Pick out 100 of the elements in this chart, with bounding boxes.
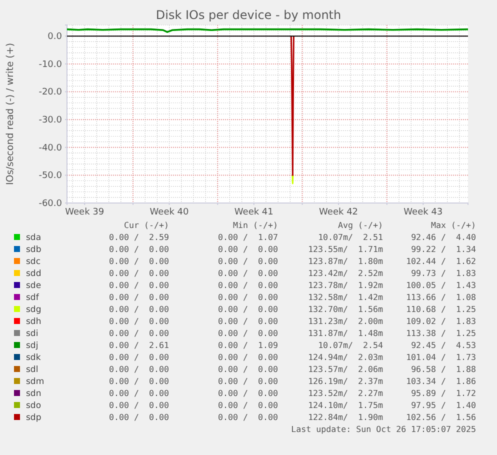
- text: 100.05 / 1.43: [406, 280, 476, 290]
- text: 96.58 / 1.88: [411, 364, 476, 374]
- legend-label: sdh: [26, 317, 42, 327]
- legend-label: sdj: [26, 341, 38, 351]
- text: Min (-/+): [233, 220, 278, 230]
- text: 131.87m/ 1.48m: [308, 328, 383, 338]
- legend-label: sdm: [26, 377, 44, 387]
- text: 0.00 / 2.61: [109, 340, 169, 350]
- text: 0.00 / 0.00: [109, 256, 169, 266]
- x-tick-label: Week 39: [65, 207, 104, 218]
- text: 92.45 / 4.53: [411, 340, 476, 350]
- y-tick-label: -40.0: [38, 143, 62, 154]
- text: 102.44 / 1.62: [406, 256, 476, 266]
- text: 92.46 / 4.40: [411, 232, 476, 242]
- text: 0.00 / 0.00: [218, 316, 278, 326]
- text: 0.00 / 0.00: [218, 376, 278, 386]
- text: 0.00 / 0.00: [109, 292, 169, 302]
- text: 0.00 / 0.00: [109, 268, 169, 278]
- legend-label: sdb: [26, 245, 42, 255]
- y-tick-label: -50.0: [38, 171, 62, 182]
- text: 123.55m/ 1.71m: [308, 244, 383, 254]
- legend-label: sdo: [26, 401, 42, 411]
- text: 0.00 / 0.00: [218, 268, 278, 278]
- text: 10.07m/ 2.54: [318, 340, 384, 350]
- legend-label: sdc: [26, 257, 41, 267]
- text: Max (-/+): [431, 220, 476, 230]
- x-tick-label: Week 40: [150, 207, 190, 218]
- legend-label: sdg: [26, 305, 42, 315]
- legend-label: sdk: [26, 353, 41, 363]
- text: 123.52m/ 2.27m: [308, 388, 383, 398]
- legend-label: sdi: [26, 329, 38, 339]
- text: 0.00 / 0.00: [109, 328, 169, 338]
- text: 0.00 / 0.00: [109, 352, 169, 362]
- text: 123.42m/ 2.52m: [308, 268, 383, 278]
- text: 95.89 / 1.72: [411, 388, 476, 398]
- text: 122.84m/ 1.90m: [308, 412, 383, 422]
- text: 0.00 / 0.00: [218, 304, 278, 314]
- text: 0.00 / 0.00: [218, 352, 278, 362]
- text: 132.58m/ 1.42m: [308, 292, 383, 302]
- text: 113.66 / 1.08: [406, 292, 476, 302]
- y-tick-label: -30.0: [38, 115, 62, 126]
- text: 97.95 / 1.40: [411, 400, 476, 410]
- text: 0.00 / 0.00: [109, 244, 169, 254]
- y-axis-title: IOs/second read (-) / write (+): [5, 42, 16, 186]
- text: 131.23m/ 2.00m: [308, 316, 383, 326]
- text: Cur (-/+): [124, 220, 169, 230]
- text: 0.00 / 0.00: [109, 280, 169, 290]
- legend-label: sdl: [26, 365, 38, 375]
- legend-label: sdf: [26, 293, 40, 303]
- text: 0.00 / 0.00: [109, 376, 169, 386]
- y-tick-label: -60.0: [38, 198, 62, 209]
- text: 123.78m/ 1.92m: [308, 280, 383, 290]
- chart-title: Disk IOs per device - by month: [156, 8, 342, 22]
- x-tick-label: Week 41: [234, 207, 274, 218]
- text: 0.00 / 0.00: [218, 292, 278, 302]
- legend-label: sdn: [26, 389, 42, 399]
- legend-label: sde: [26, 281, 42, 291]
- legend-label: sdd: [26, 269, 42, 279]
- text: 124.10m/ 1.75m: [308, 400, 383, 410]
- text: 0.00 / 0.00: [109, 388, 169, 398]
- x-tick-label: Week 42: [319, 207, 358, 218]
- text: 0.00 / 0.00: [218, 364, 278, 374]
- text: 0.00 / 2.59: [109, 232, 169, 242]
- text: 0.00 / 0.00: [109, 400, 169, 410]
- text: 101.04 / 1.73: [406, 352, 476, 362]
- text: 0.00 / 0.00: [109, 316, 169, 326]
- text: Last update: Sun Oct 26 17:05:07 2025: [291, 424, 476, 434]
- text: 0.00 / 0.00: [109, 412, 169, 422]
- y-tick-label: -20.0: [38, 88, 62, 98]
- text: 103.34 / 1.86: [406, 376, 476, 386]
- text: 0.00 / 0.00: [109, 304, 169, 314]
- text: 123.87m/ 1.80m: [308, 256, 383, 266]
- text: 0.00 / 1.09: [218, 340, 278, 350]
- text: 99.73 / 1.83: [411, 268, 476, 278]
- text: 102.56 / 1.56: [406, 412, 476, 422]
- line-series: [290, 35, 294, 176]
- text: 110.68 / 1.25: [406, 304, 476, 314]
- legend-label: sdp: [26, 413, 42, 423]
- text: 0.00 / 0.00: [218, 280, 278, 290]
- text: 0.00 / 0.00: [218, 400, 278, 410]
- y-tick-label: -10.0: [38, 60, 62, 70]
- text: 0.00 / 1.07: [218, 232, 278, 242]
- text: Avg (-/+): [338, 220, 383, 230]
- text: 124.94m/ 2.03m: [308, 352, 383, 362]
- text: 113.38 / 1.25: [406, 328, 476, 338]
- text: 99.22 / 1.34: [411, 244, 476, 254]
- text: 0.00 / 0.00: [218, 388, 278, 398]
- x-tick-label: Week 43: [404, 207, 443, 218]
- text: 0.00 / 0.00: [218, 412, 278, 422]
- text: 109.02 / 1.83: [406, 316, 476, 326]
- text: 10.07m/ 2.51: [318, 232, 384, 242]
- text: 0.00 / 0.00: [218, 256, 278, 266]
- legend-label: sda: [26, 233, 42, 243]
- text: 132.70m/ 1.56m: [308, 304, 383, 314]
- text: 0.00 / 0.00: [218, 328, 278, 338]
- y-tick-label: 0.0: [48, 32, 62, 42]
- text: 126.19m/ 2.37m: [308, 376, 383, 386]
- text: 0.00 / 0.00: [218, 244, 278, 254]
- text: 123.57m/ 2.06m: [308, 364, 383, 374]
- text: 0.00 / 0.00: [109, 364, 169, 374]
